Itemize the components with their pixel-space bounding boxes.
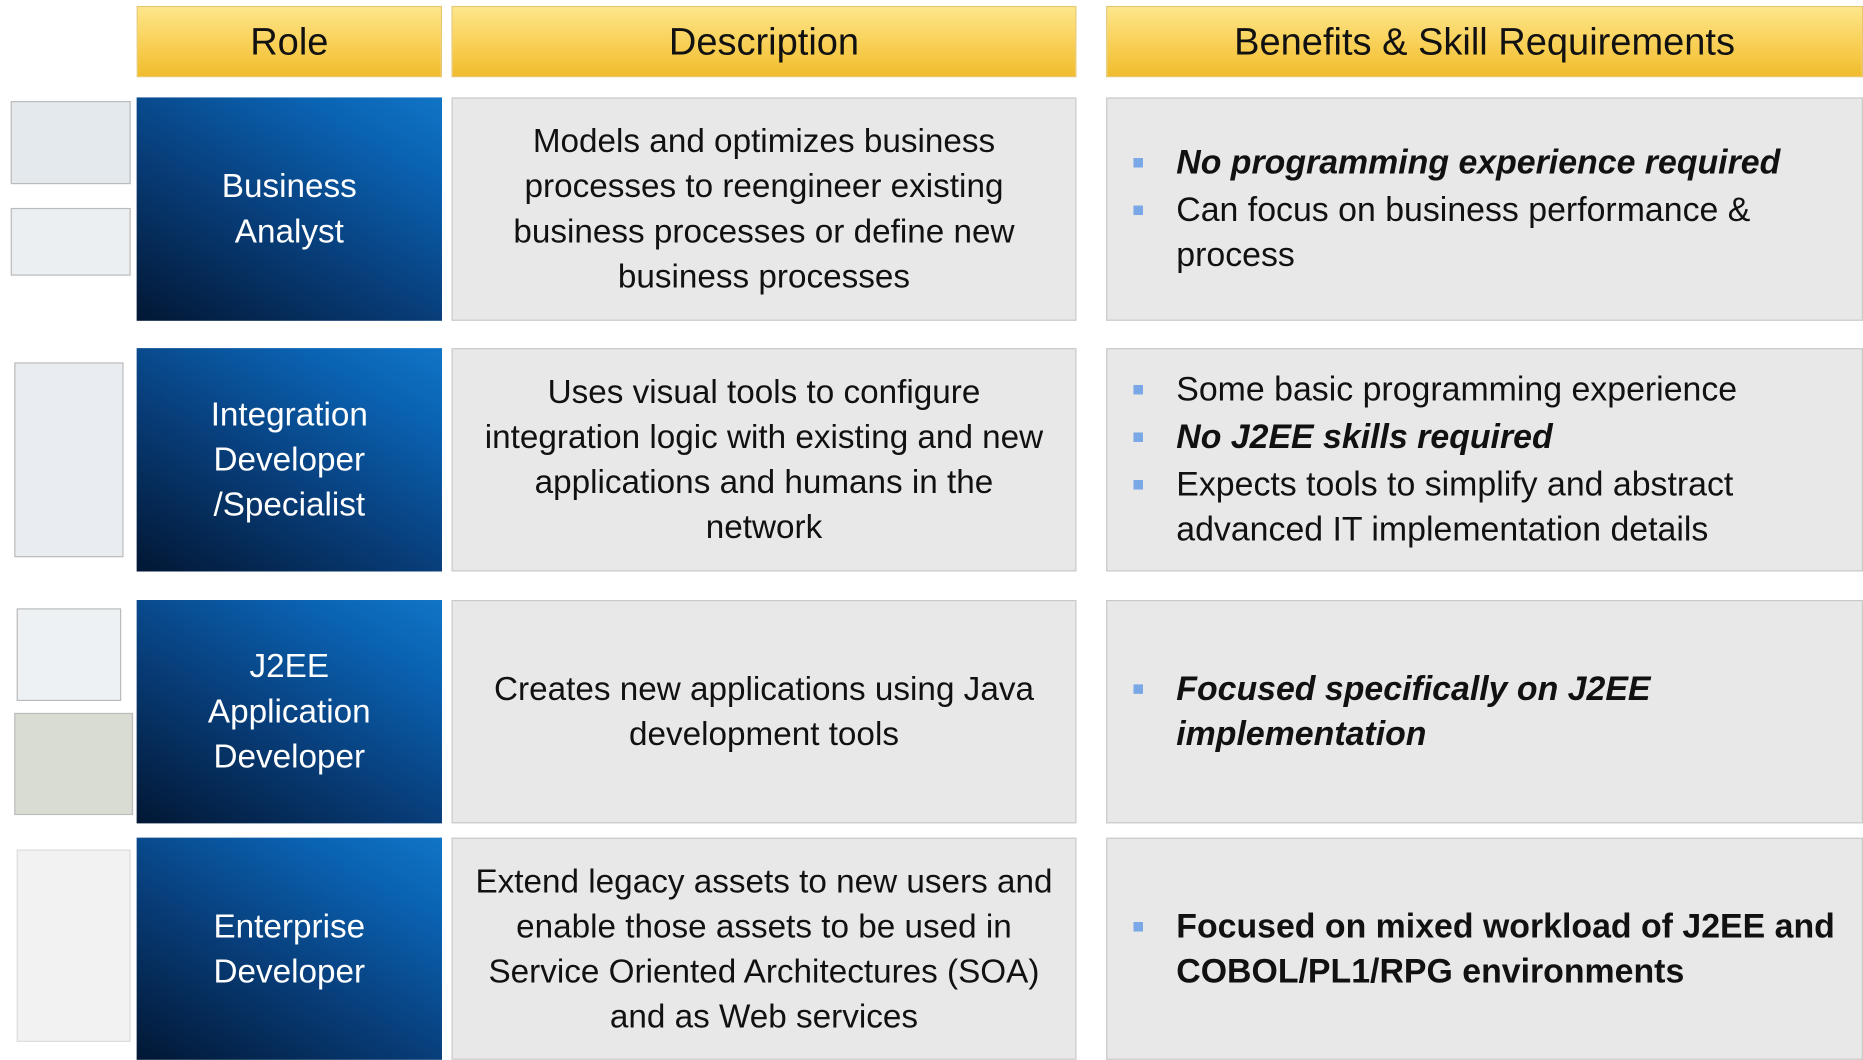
bullet-item: Focused specifically on J2EE implementat…	[1133, 667, 1849, 757]
column-header: Benefits & Skill Requirements	[1106, 5, 1863, 78]
role-text: Enterprise Developer	[213, 907, 366, 990]
thumbnail	[14, 712, 134, 816]
thumbnail	[16, 849, 131, 1042]
role-text: Business Analyst	[221, 167, 357, 250]
benefits-cell: Focused specifically on J2EE implementat…	[1106, 600, 1863, 824]
bullet-list: Some basic programming experience No J2EE…	[1133, 365, 1849, 555]
benefits-cell: Focused on mixed workload of J2EE and CO…	[1106, 837, 1863, 1060]
role-cell: Business Analyst	[136, 97, 442, 321]
description-cell: Models and optimizes business processes …	[451, 97, 1077, 321]
bullet-list: No programming experience required Can fo…	[1133, 138, 1849, 281]
role-cell: J2EE Application Developer	[136, 600, 442, 824]
bullet-item: Some basic programming experience	[1133, 367, 1849, 412]
bullet-item: No J2EE skills required	[1133, 415, 1849, 460]
thumbnail	[16, 608, 122, 702]
column-header: Description	[451, 5, 1077, 78]
description-cell: Uses visual tools to configure integrati…	[451, 348, 1077, 572]
bullet-item: Focused on mixed workload of J2EE and CO…	[1133, 904, 1849, 994]
description-cell: Creates new applications using Java deve…	[451, 600, 1077, 824]
role-cell: Integration Developer /Specialist	[136, 348, 442, 572]
benefits-cell: No programming experience required Can fo…	[1106, 97, 1863, 321]
benefits-cell: Some basic programming experience No J2EE…	[1106, 348, 1863, 572]
role-text: Integration Developer /Specialist	[210, 395, 368, 523]
bullet-list: Focused on mixed workload of J2EE and CO…	[1133, 901, 1849, 996]
thumbnail	[10, 100, 131, 185]
bullet-item: Expects tools to simplify and abstract a…	[1133, 462, 1849, 552]
role-text: J2EE Application Developer	[207, 647, 371, 775]
role-cell: Enterprise Developer	[136, 837, 442, 1060]
bullet-item: Can focus on business performance & proc…	[1133, 188, 1849, 278]
thumbnail	[14, 362, 124, 558]
bullet-item: No programming experience required	[1133, 140, 1849, 185]
description-cell: Extend legacy assets to new users and en…	[451, 837, 1077, 1060]
column-header: Role	[136, 5, 442, 78]
bullet-list: Focused specifically on J2EE implementat…	[1133, 664, 1849, 759]
thumbnail	[10, 207, 131, 276]
